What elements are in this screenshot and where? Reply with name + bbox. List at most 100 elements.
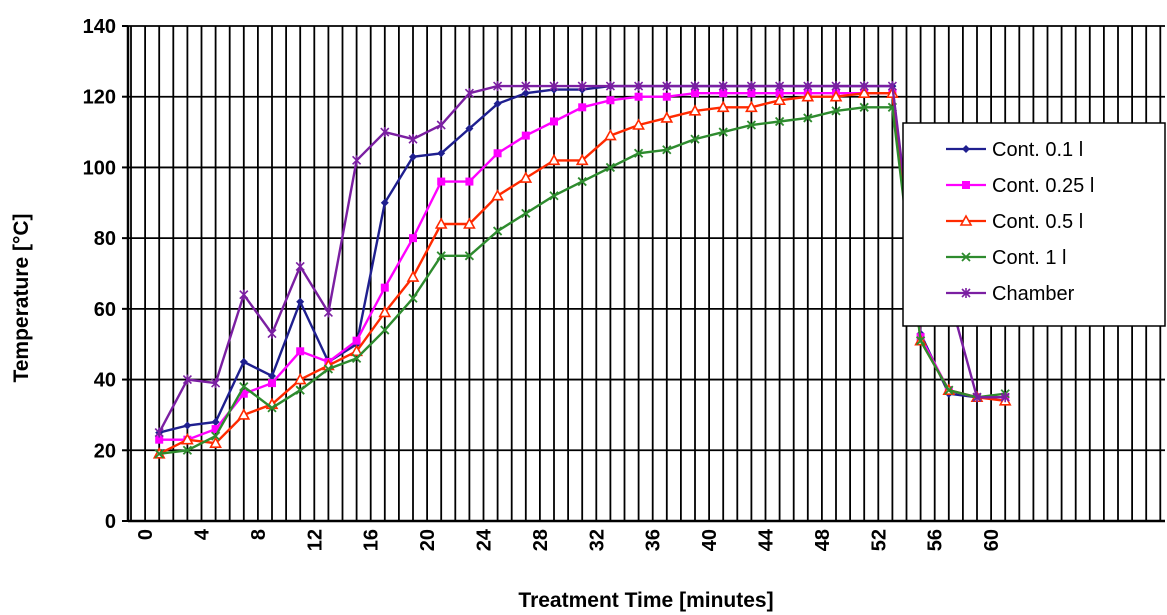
data-point [267, 328, 277, 339]
data-point [239, 382, 249, 392]
data-point [380, 127, 390, 138]
data-point [408, 293, 418, 303]
data-point [547, 153, 561, 166]
data-point [688, 104, 702, 116]
marker-stroke [915, 336, 926, 346]
data-point [803, 81, 813, 92]
data-point [464, 251, 475, 261]
legend-label: Cont. 0.25 l [992, 175, 1094, 197]
data-point [859, 81, 869, 92]
marker-stroke [831, 106, 841, 116]
marker-stroke [239, 382, 249, 392]
data-point [633, 148, 644, 158]
data-point [604, 128, 617, 141]
y-tick-label: 140 [83, 16, 116, 38]
marker-stroke [746, 120, 757, 130]
x-tick-label: 8 [248, 529, 270, 540]
data-point [662, 81, 672, 92]
data-point [746, 120, 757, 130]
marker-stroke [380, 325, 390, 335]
data-point [239, 289, 249, 300]
data-point [831, 81, 841, 92]
legend-swatch-marker [961, 252, 971, 262]
marker-stroke [436, 251, 446, 261]
data-point [944, 385, 954, 395]
data-point [295, 385, 305, 395]
data-point [775, 89, 784, 98]
legend-swatch-marker [962, 145, 970, 153]
y-tick-label: 80 [94, 228, 116, 250]
data-point [296, 297, 305, 306]
data-point [239, 389, 248, 398]
x-tick-label: 0 [135, 529, 157, 540]
data-point [465, 177, 474, 186]
marker-stroke [662, 145, 672, 155]
data-point [437, 177, 446, 186]
marker-stroke [774, 116, 785, 127]
data-point [409, 152, 417, 161]
marker-stroke [182, 445, 193, 455]
data-point [293, 372, 307, 385]
data-point [521, 81, 531, 92]
data-point [719, 89, 728, 98]
data-series [152, 81, 1012, 459]
data-point [521, 131, 530, 140]
x-tick-label: 52 [868, 529, 890, 551]
data-point [268, 379, 276, 388]
data-point [409, 234, 417, 243]
data-point [464, 88, 474, 99]
legend-label: Chamber [992, 283, 1075, 305]
data-point [183, 421, 192, 430]
marker-stroke [803, 113, 813, 123]
y-tick-labels: 0 20 40 60 80 100 120 140 [83, 16, 116, 533]
data-point [380, 283, 389, 292]
data-point [606, 96, 615, 105]
data-point [718, 81, 728, 92]
data-point [831, 106, 841, 116]
marker-stroke [944, 385, 954, 395]
legend-item: Cont. 1 l [946, 247, 1066, 269]
x-tick-label: 28 [530, 529, 552, 551]
y-tick-label: 0 [105, 511, 116, 533]
data-point [434, 217, 448, 229]
data-point [605, 81, 615, 92]
data-point [352, 336, 361, 345]
y-tick-label: 100 [83, 157, 116, 179]
data-point [605, 162, 616, 173]
y-tick-label: 20 [94, 440, 116, 462]
data-point [154, 427, 164, 438]
marker-stroke [577, 176, 587, 187]
data-point [491, 189, 504, 201]
data-point [773, 93, 786, 106]
data-point [521, 208, 531, 219]
data-point [660, 111, 674, 123]
legend-item: Cont. 0.5 l [946, 211, 1083, 233]
marker-stroke [605, 162, 616, 173]
data-point [436, 251, 446, 261]
data-point [493, 99, 502, 108]
legend-item: Cont. 0.1 l [946, 139, 1083, 161]
data-point [437, 149, 446, 158]
data-point [887, 81, 897, 92]
data-point [211, 378, 221, 389]
data-point [493, 149, 502, 158]
data-point [857, 86, 871, 98]
marker-stroke [718, 127, 728, 137]
data-point [519, 171, 533, 183]
x-tick-label: 32 [586, 529, 608, 551]
data-point [634, 81, 644, 92]
data-point [775, 81, 785, 92]
x-tick-label: 44 [756, 528, 778, 551]
data-point [209, 436, 222, 449]
legend-swatch-marker [961, 288, 971, 298]
marker-stroke [549, 191, 559, 201]
marker-stroke [690, 134, 700, 144]
data-point [632, 118, 645, 130]
data-point [380, 198, 389, 207]
data-point [690, 81, 700, 92]
marker-stroke [323, 364, 334, 374]
marker-stroke [210, 431, 221, 441]
x-tick-labels: 0 4 8 12 16 20 24 28 32 36 40 44 48 52 56 60 [135, 528, 1003, 551]
data-point [350, 344, 363, 357]
